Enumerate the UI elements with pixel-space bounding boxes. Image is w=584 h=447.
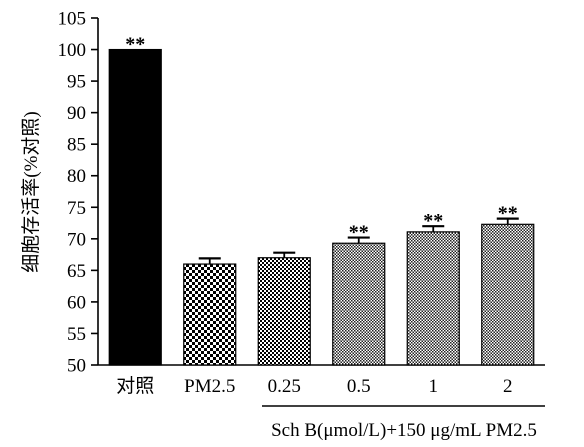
y-tick-label: 60 [67,292,86,313]
significance-label-3: ** [349,222,369,244]
bar-0 [108,48,162,366]
y-axis-ticks: 50 55 60 65 70 75 80 85 90 95 100 105 [58,9,98,377]
x-tick-label-3: 0.5 [347,376,371,397]
x-tick-label-1: PM2.5 [184,376,235,397]
y-tick-label: 75 [67,198,86,219]
y-tick-label: 90 [67,103,86,124]
bar-3 [332,242,386,366]
significance-label-4: ** [423,210,443,232]
bar-4 [406,231,460,366]
y-tick-label: 80 [67,166,86,187]
y-tick-label: 70 [67,229,86,250]
y-tick-label: 100 [58,40,87,61]
significance-label-5: ** [498,203,518,225]
x-axis-title: Sch B(μmol/L)+150 μg/mL PM2.5 [271,420,537,441]
y-tick-label: 95 [67,72,86,93]
y-tick-label: 85 [67,135,86,156]
y-tick-label: 55 [67,324,86,345]
x-axis-ticks: 对照 PM2.5 0.25 0.5 1 2 [116,375,512,397]
x-tick-label-2: 0.25 [268,376,301,397]
bar-2 [257,257,311,366]
y-tick-label: 50 [67,356,86,377]
bars: ** ** ** ** [108,34,535,366]
bar-1 [183,263,237,366]
significance-label-0: ** [125,34,145,56]
y-tick-label: 105 [58,9,87,30]
x-tick-label-4: 1 [429,376,439,397]
x-tick-label-5: 2 [503,376,513,397]
y-tick-label: 65 [67,261,86,282]
x-tick-label-0: 对照 [116,375,154,397]
bar-5 [481,223,535,366]
y-axis-title: 细胞存活率(%对照) [20,111,42,272]
